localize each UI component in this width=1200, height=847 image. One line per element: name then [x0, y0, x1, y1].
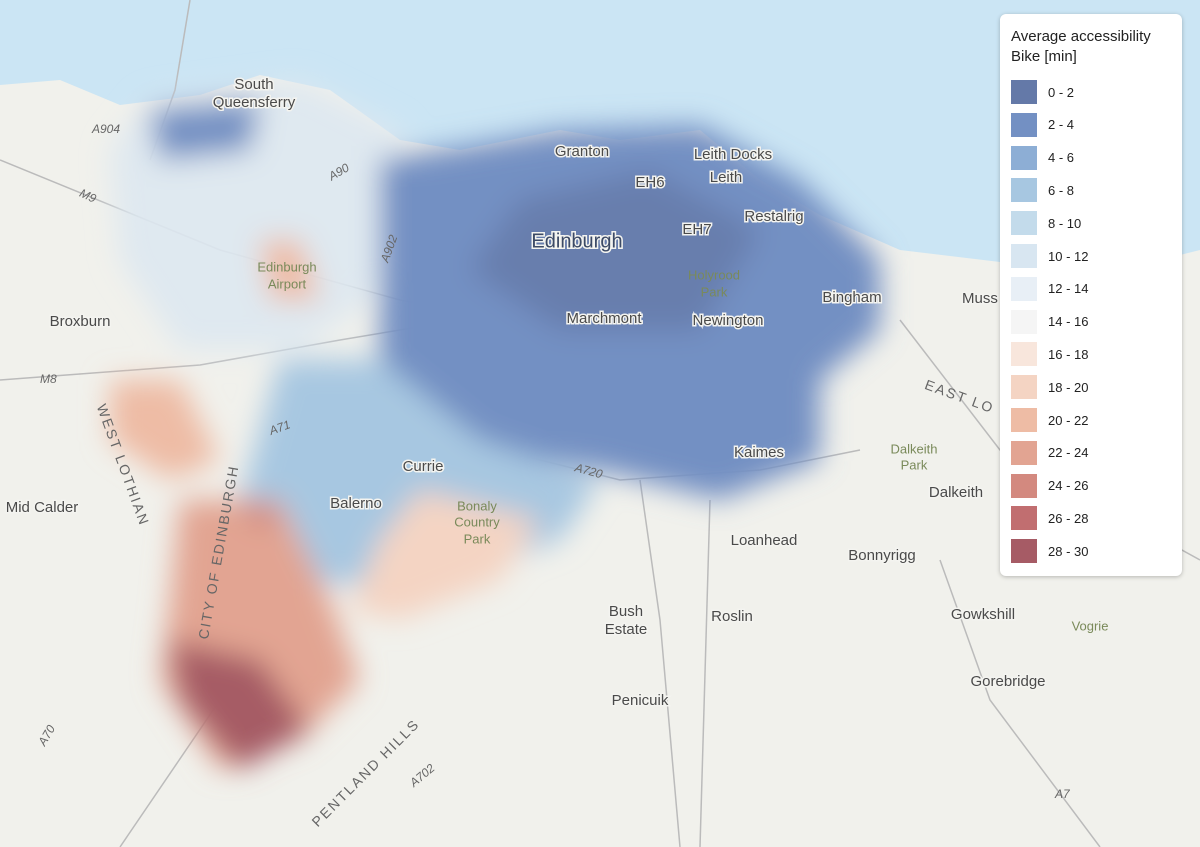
legend-label: 14 - 16 [1048, 314, 1089, 330]
legend-swatch [1011, 211, 1037, 236]
place-label: South [234, 76, 273, 93]
legend-swatch [1011, 342, 1037, 367]
park-label: Holyrood [688, 267, 740, 282]
place-label: Edinburgh [257, 259, 316, 274]
legend-swatch [1011, 506, 1037, 531]
legend: Average accessibility Bike [min] 0 - 2 2 -… [1000, 14, 1182, 576]
legend-label: 6 - 8 [1048, 182, 1075, 198]
legend-swatch [1011, 112, 1037, 137]
place-label: Bonnyrigg [848, 547, 916, 564]
legend-swatch [1011, 375, 1037, 400]
accessibility-overlay [110, 80, 880, 770]
park-label: Country [454, 514, 500, 529]
place-label: Broxburn [50, 313, 111, 330]
place-label: Bush [609, 603, 643, 620]
legend-swatch [1011, 440, 1037, 465]
legend-swatch [1011, 276, 1037, 301]
legend-item: 22 - 24 [1011, 440, 1089, 465]
city-label: Edinburgh [531, 230, 622, 252]
legend-title-line: Average accessibility [1011, 28, 1151, 45]
place-label: Kaimes [734, 444, 784, 461]
legend-swatch [1011, 539, 1037, 564]
legend-label: 10 - 12 [1048, 248, 1089, 264]
legend-item: 24 - 26 [1011, 473, 1089, 498]
place-label: Penicuik [612, 692, 669, 709]
place-label: Loanhead [731, 532, 798, 549]
legend-label: 24 - 26 [1048, 478, 1089, 494]
place-label: Leith Docks [694, 146, 772, 163]
legend-item: 8 - 10 [1011, 211, 1082, 236]
place-label: Airport [268, 276, 307, 291]
place-label: Dalkeith [929, 484, 983, 501]
park-label: Bonaly [457, 498, 497, 513]
legend-item: 20 - 22 [1011, 408, 1088, 432]
legend-swatch [1011, 473, 1037, 498]
place-label: Roslin [711, 608, 753, 625]
legend-label: 2 - 4 [1048, 117, 1075, 133]
park-label: Park [701, 284, 728, 299]
legend-title: Average accessibility Bike [min] [1011, 27, 1151, 67]
place-label: EH6 [635, 174, 664, 191]
legend-swatch [1011, 145, 1037, 170]
legend-label: 26 - 28 [1048, 510, 1089, 526]
place-label: Marchmont [566, 310, 642, 327]
legend-label: 18 - 20 [1048, 379, 1089, 395]
place-label: EH7 [682, 221, 711, 238]
place-label: Newington [693, 312, 764, 329]
place-label: Queensferry [213, 94, 296, 111]
road-label: A7 [1054, 787, 1071, 801]
place-label: Balerno [330, 495, 382, 512]
legend-item: 16 - 18 [1011, 342, 1089, 367]
legend-label: 28 - 30 [1048, 543, 1089, 559]
park-label: Park [901, 457, 928, 472]
legend-item: 0 - 2 [1011, 80, 1074, 104]
legend-item: 2 - 4 [1011, 112, 1075, 137]
place-label: Estate [605, 621, 648, 638]
legend-item: 14 - 16 [1011, 309, 1089, 334]
road-label: A904 [91, 122, 120, 136]
legend-swatch [1011, 80, 1037, 104]
legend-item: 18 - 20 [1011, 375, 1089, 400]
park-label: Dalkeith [891, 441, 938, 456]
place-label: Bingham [822, 289, 881, 306]
place-label: Restalrig [744, 208, 803, 225]
park-label: Park [464, 531, 491, 546]
place-label: Gowkshill [951, 606, 1015, 623]
legend-item: 6 - 8 [1011, 178, 1075, 203]
place-label: Granton [555, 143, 609, 160]
legend-label: 4 - 6 [1048, 150, 1075, 166]
legend-label: 20 - 22 [1048, 412, 1089, 428]
legend-item: 4 - 6 [1011, 145, 1075, 170]
road-label: M9 [77, 186, 98, 206]
place-label: Currie [403, 458, 444, 475]
legend-title-line: Bike [min] [1011, 48, 1077, 65]
legend-label: 16 - 18 [1048, 346, 1089, 362]
place-label: Mid Calder [6, 499, 79, 516]
legend-item: 10 - 12 [1011, 244, 1088, 268]
park-label: Vogrie [1072, 618, 1109, 633]
road-label: M8 [40, 372, 57, 386]
legend-label: 8 - 10 [1048, 215, 1082, 231]
legend-swatch [1011, 408, 1037, 432]
legend-item: 12 - 14 [1011, 276, 1089, 301]
place-label: Muss [962, 290, 998, 307]
place-label: Gorebridge [970, 673, 1045, 690]
legend-swatch [1011, 309, 1037, 334]
legend-item: 28 - 30 [1011, 539, 1089, 564]
legend-label: 22 - 24 [1048, 445, 1089, 461]
place-label: Leith [710, 169, 743, 186]
legend-item: 26 - 28 [1011, 506, 1089, 531]
legend-swatch [1011, 244, 1037, 268]
legend-label: 0 - 2 [1048, 84, 1075, 100]
legend-swatch [1011, 178, 1037, 203]
legend-label: 12 - 14 [1048, 281, 1089, 297]
